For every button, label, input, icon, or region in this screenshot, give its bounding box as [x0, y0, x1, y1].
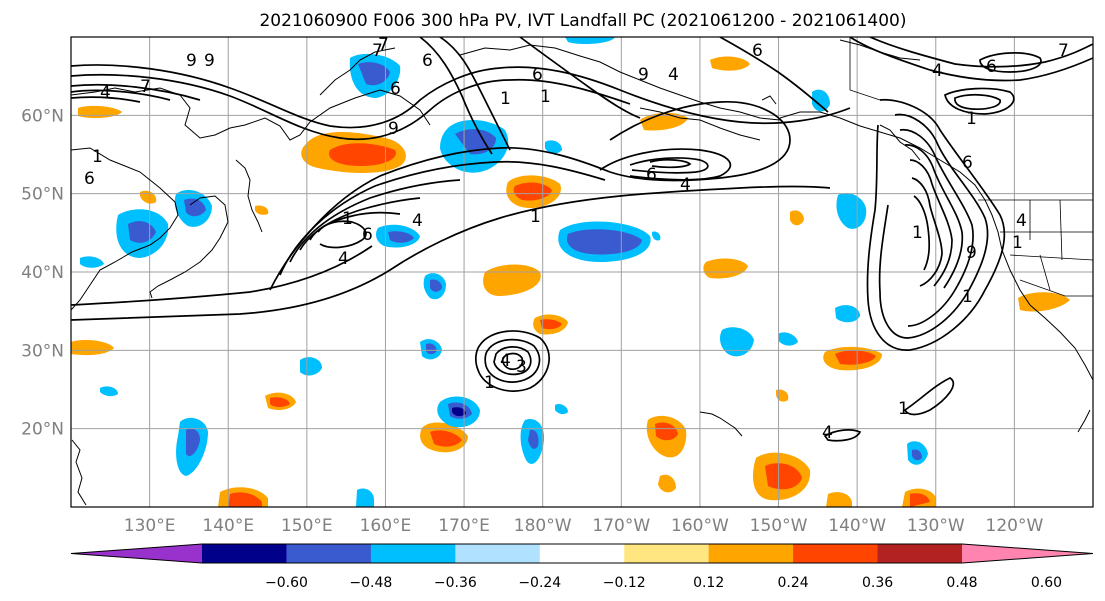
colorbar-segment	[708, 544, 794, 563]
lat-label: 30°N	[21, 341, 64, 361]
contour-label: 4	[932, 61, 943, 81]
map-frame	[70, 36, 1094, 508]
contour-label: 6	[362, 225, 373, 245]
latitude-labels: 60°N 50°N 40°N 30°N 20°N	[21, 106, 64, 439]
political-borders	[849, 37, 1093, 297]
contour-label: 6	[752, 41, 763, 61]
lon-label: 170°E	[438, 516, 490, 536]
contour-label: 6	[390, 79, 401, 99]
colorbar-segment	[455, 544, 541, 563]
contour-label: 4	[412, 211, 423, 231]
colorbar-tick-label: −0.12	[603, 575, 646, 591]
lon-label: 150°W	[750, 516, 808, 536]
colorbar-extend-high	[962, 544, 1093, 563]
contour-label: 3	[516, 357, 527, 377]
contour-label: 7	[378, 35, 389, 55]
contour-label: 6	[646, 165, 657, 185]
contour-label: 9	[204, 51, 215, 71]
contour-label: 9	[966, 243, 977, 263]
contour-label: 4	[668, 65, 679, 85]
lon-label: 120°W	[986, 516, 1044, 536]
contour-label: 7	[372, 41, 383, 61]
colorbar-tick-label: 0.36	[862, 575, 893, 591]
contour-label: 1	[898, 399, 909, 419]
contour-label: 1	[530, 207, 541, 227]
colorbar-segment	[539, 544, 625, 563]
colorbar-segment	[370, 544, 456, 563]
colorbar-segment	[286, 544, 372, 563]
contour-label: 7	[140, 77, 151, 97]
ivt-contours	[71, 37, 1093, 442]
lon-label: 130°E	[124, 516, 176, 536]
colorbar-tick-label: −0.48	[349, 575, 392, 591]
colorbar-tick-label: 0.48	[946, 575, 977, 591]
contour-label: 1	[962, 287, 973, 307]
contour-label: 1	[500, 89, 511, 109]
colorbar-outline	[70, 543, 1094, 564]
contour-label: 4	[822, 423, 833, 443]
colorbar-segment	[793, 544, 879, 563]
longitude-labels: 130°E 140°E 150°E 160°E 170°E 180°W 170°…	[124, 516, 1044, 536]
lon-label: 160°E	[360, 516, 412, 536]
colorbar-extend-low	[71, 544, 202, 563]
contour-label: 6	[84, 169, 95, 189]
colorbar-tick-label: 0.12	[693, 575, 724, 591]
contour-label: 9	[186, 51, 197, 71]
lat-label: 60°N	[21, 106, 64, 126]
colorbar-segments	[70, 543, 1094, 564]
lon-label: 130°W	[907, 516, 965, 536]
colorbar-segment	[624, 544, 710, 563]
lon-label: 150°E	[281, 516, 333, 536]
contour-label: 7	[1058, 41, 1069, 61]
contour-labels: 9 7 4 9 7 6 6 6 9 4 1 1 6 1 6 4 1 4 6 9 …	[84, 35, 1069, 443]
negative-anomaly-region	[80, 37, 928, 507]
contour-label: 4	[680, 175, 691, 195]
colorbar-segment	[877, 544, 963, 563]
colorbar-tick-label: −0.60	[265, 575, 308, 591]
colorbar-tick-labels: −0.60 −0.48 −0.36 −0.24 −0.12 0.12 0.24 …	[265, 575, 1062, 591]
contour-label: 6	[422, 51, 433, 71]
contour-label: 1	[484, 373, 495, 393]
lat-label: 50°N	[21, 185, 64, 205]
contour-label: 1	[912, 223, 923, 243]
contour-label: 1	[1012, 233, 1023, 253]
contour-label: 1	[92, 147, 103, 167]
gridlines	[71, 37, 1093, 507]
contour-label: 4	[1016, 211, 1027, 231]
map-panel: 9 7 4 9 7 6 6 6 9 4 1 1 6 1 6 4 1 4 6 9 …	[21, 35, 1094, 536]
colorbar: −0.60 −0.48 −0.36 −0.24 −0.12 0.12 0.24 …	[70, 543, 1094, 591]
colorbar-segment	[202, 544, 287, 563]
lon-label: 170°W	[592, 516, 650, 536]
contour-label: 1	[966, 109, 977, 129]
lon-label: 140°E	[202, 516, 254, 536]
contour-label: 6	[532, 65, 543, 85]
contour-label: 4	[100, 83, 111, 103]
colorbar-tick-label: 0.60	[1031, 575, 1062, 591]
figure-title: 2021060900 F006 300 hPa PV, IVT Landfall…	[259, 11, 906, 31]
colorbar-tick-label: −0.36	[434, 575, 477, 591]
lon-label: 140°W	[828, 516, 886, 536]
contour-label: 4	[338, 249, 349, 269]
lat-label: 20°N	[21, 420, 64, 440]
lat-label: 40°N	[21, 263, 64, 283]
lon-label: 180°W	[514, 516, 572, 536]
contour-label: 1	[540, 87, 551, 107]
contour-label: 6	[986, 57, 997, 77]
pv-anomaly-shading	[71, 37, 1070, 507]
contour-label: 9	[388, 119, 399, 139]
contour-label: 1	[342, 209, 353, 229]
contour-label: 4	[500, 351, 511, 371]
colorbar-tick-label: 0.24	[778, 575, 809, 591]
lon-label: 160°W	[671, 516, 729, 536]
colorbar-tick-label: −0.24	[518, 575, 561, 591]
contour-label: 9	[638, 65, 649, 85]
contour-label: 6	[962, 153, 973, 173]
